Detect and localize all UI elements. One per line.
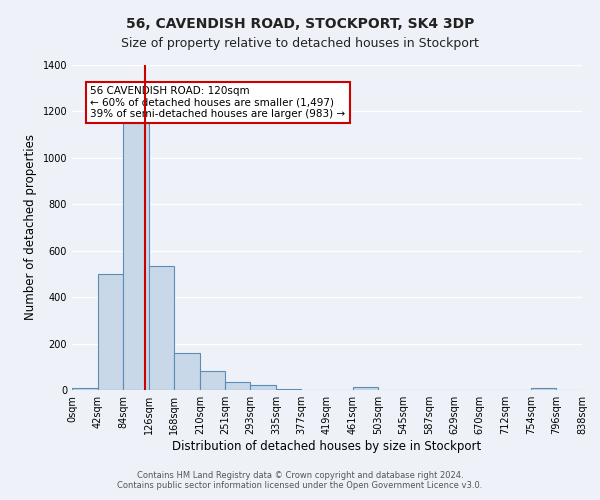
Text: Contains HM Land Registry data © Crown copyright and database right 2024.
Contai: Contains HM Land Registry data © Crown c… <box>118 470 482 490</box>
Text: 56 CAVENDISH ROAD: 120sqm
← 60% of detached houses are smaller (1,497)
39% of se: 56 CAVENDISH ROAD: 120sqm ← 60% of detac… <box>90 86 346 119</box>
Bar <box>149 266 174 390</box>
Y-axis label: Number of detached properties: Number of detached properties <box>24 134 37 320</box>
Bar <box>531 388 556 390</box>
Bar <box>123 123 149 390</box>
Bar <box>276 389 301 390</box>
Bar <box>225 382 250 390</box>
Text: 56, CAVENDISH ROAD, STOCKPORT, SK4 3DP: 56, CAVENDISH ROAD, STOCKPORT, SK4 3DP <box>126 18 474 32</box>
Bar <box>174 353 200 390</box>
Bar <box>98 274 123 390</box>
Bar <box>72 388 98 390</box>
Text: Size of property relative to detached houses in Stockport: Size of property relative to detached ho… <box>121 38 479 51</box>
Bar <box>250 385 276 390</box>
X-axis label: Distribution of detached houses by size in Stockport: Distribution of detached houses by size … <box>172 440 482 453</box>
Bar <box>200 370 225 390</box>
Bar <box>353 387 378 390</box>
